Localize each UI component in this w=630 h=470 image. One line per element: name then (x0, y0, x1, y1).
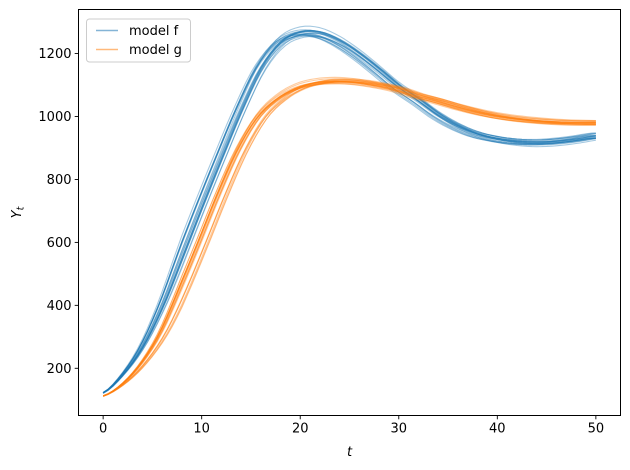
run-line-model-g (102, 80, 596, 397)
run-line-model-g (102, 80, 596, 397)
y-tick-label: 1000 (38, 110, 71, 125)
run-line-model-f (102, 32, 596, 394)
run-line-model-g (102, 79, 596, 397)
x-tick-label: 10 (193, 422, 210, 437)
run-line-model-g (102, 80, 596, 397)
x-tick-label: 0 (99, 422, 107, 437)
run-line-model-g (102, 78, 596, 397)
x-tick-label: 20 (292, 422, 309, 437)
run-line-model-f (102, 30, 596, 394)
run-line-model-g (102, 81, 596, 397)
run-line-model-g (102, 83, 596, 397)
legend-frame (86, 18, 191, 63)
x-axis-ticks: 0 10 20 30 40 50 (99, 415, 605, 437)
legend: model f model g (86, 18, 191, 63)
run-line-model-g (102, 82, 596, 397)
plot-frame (78, 9, 621, 416)
run-line-model-g (102, 81, 596, 397)
run-line-model-g (102, 81, 596, 397)
legend-label-model-g: model g (129, 43, 182, 58)
legend-label-model-f: model f (129, 24, 179, 39)
y-tick-label: 400 (47, 299, 72, 314)
run-line-model-f (102, 35, 596, 394)
run-line-model-f (102, 25, 596, 394)
run-line-model-f (102, 29, 596, 394)
run-line-model-f (102, 35, 596, 393)
y-tick-label: 1200 (38, 47, 71, 62)
run-line-model-f (102, 30, 596, 394)
x-axis-label: t (347, 445, 353, 460)
run-line-model-f (102, 34, 596, 394)
run-line-model-g (102, 79, 596, 397)
x-tick-label: 40 (489, 422, 506, 437)
run-line-model-f (102, 33, 596, 394)
run-line-model-f (102, 29, 596, 394)
run-line-model-g (102, 81, 596, 397)
y-axis-ticks: 200 400 600 800 1000 1200 (38, 47, 79, 377)
run-line-model-f (102, 33, 596, 394)
ensemble-lines (102, 25, 596, 397)
run-line-model-g (102, 81, 596, 397)
y-axis-label-subscript: t (16, 205, 27, 210)
x-tick-label: 50 (588, 422, 605, 437)
y-axis-label: Yt (10, 205, 27, 218)
run-line-model-f (102, 32, 596, 394)
run-line-model-g (102, 80, 596, 397)
y-tick-label: 600 (47, 236, 72, 251)
run-line-model-f (102, 32, 596, 394)
run-line-model-f (102, 34, 596, 393)
run-line-model-g (102, 83, 596, 397)
x-tick-label: 30 (390, 422, 407, 437)
run-line-model-g (102, 78, 596, 397)
run-line-model-g (102, 81, 596, 397)
run-line-model-f (102, 30, 596, 394)
run-line-model-f (102, 30, 596, 394)
run-line-model-f (102, 30, 596, 394)
run-line-model-g (102, 80, 596, 397)
y-axis-label-main: Y (10, 209, 25, 218)
y-tick-label: 200 (47, 362, 72, 377)
run-line-model-f (102, 35, 596, 394)
run-line-model-g (102, 78, 596, 397)
run-line-model-f (102, 34, 596, 394)
run-line-model-g (102, 76, 596, 397)
run-line-model-f (102, 29, 596, 394)
y-tick-label: 800 (47, 173, 72, 188)
